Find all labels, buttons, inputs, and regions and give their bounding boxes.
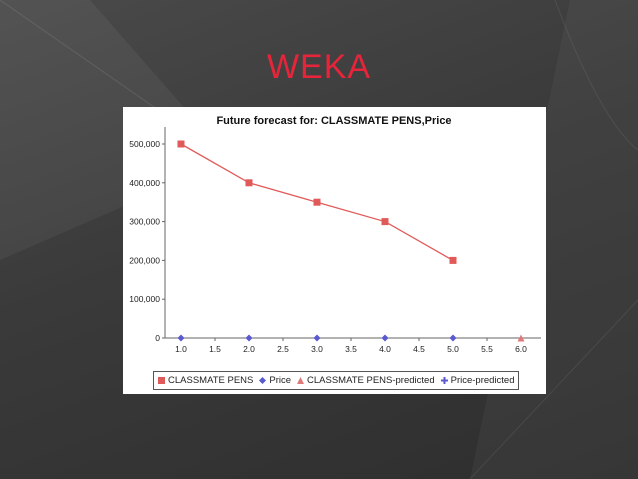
x-tick-label: 1.5 xyxy=(209,344,221,354)
x-tick-label: 4.5 xyxy=(413,344,425,354)
x-tick-label: 2.5 xyxy=(277,344,289,354)
data-point xyxy=(245,334,253,342)
cross-icon xyxy=(440,377,448,384)
plot-area: 0 100,000 200,000 300,000 400,000 500,000 1.0 1… xyxy=(129,127,541,354)
y-tick-label: 400,000 xyxy=(129,178,160,188)
diamond-icon xyxy=(259,377,267,384)
data-point xyxy=(313,334,321,342)
y-tick-label: 300,000 xyxy=(129,217,160,227)
legend-item: Price-predicted xyxy=(440,375,515,386)
forecast-chart: Future forecast for: CLASSMATE PENS,Pric… xyxy=(129,115,541,354)
x-tick-label: 5.0 xyxy=(447,344,459,354)
data-point xyxy=(313,198,321,206)
data-point xyxy=(381,218,389,226)
x-tick-label: 3.0 xyxy=(311,344,323,354)
data-point xyxy=(381,334,389,342)
legend-label: CLASSMATE PENS-predicted xyxy=(307,375,435,386)
legend-item: CLASSMATE PENS xyxy=(157,375,253,386)
legend-label: Price xyxy=(269,375,292,386)
data-point xyxy=(517,334,525,342)
data-point xyxy=(245,179,253,187)
x-tick-label: 1.0 xyxy=(175,344,187,354)
data-point xyxy=(449,256,457,264)
y-tick-label: 100,000 xyxy=(129,294,160,304)
x-tick-label: 3.5 xyxy=(345,344,357,354)
square-icon xyxy=(158,377,165,384)
chart-legend: CLASSMATE PENS Price CLASSMATE PENS-predic… xyxy=(153,371,519,390)
slide-title: WEKA xyxy=(266,48,372,86)
data-point xyxy=(449,334,457,342)
chart-panel: Future forecast for: CLASSMATE PENS,Pric… xyxy=(123,107,546,394)
legend-item: Price xyxy=(258,375,291,386)
legend-marker-icon xyxy=(297,377,305,384)
legend-marker-icon xyxy=(259,377,267,384)
y-tick-label: 500,000 xyxy=(129,139,160,149)
data-point xyxy=(177,334,185,342)
x-tick-label: 2.0 xyxy=(243,344,255,354)
triangle-icon xyxy=(297,377,305,384)
legend-item: CLASSMATE PENS-predicted xyxy=(296,375,435,386)
legend-label: Price-predicted xyxy=(450,375,515,386)
x-tick-label: 5.5 xyxy=(481,344,493,354)
legend-marker-icon xyxy=(158,377,165,384)
y-tick-label: 0 xyxy=(155,333,160,343)
data-point xyxy=(177,140,185,148)
y-tick-label: 200,000 xyxy=(129,255,160,265)
x-tick-label: 4.0 xyxy=(379,344,391,354)
legend-marker-icon xyxy=(440,377,448,384)
legend-label: CLASSMATE PENS xyxy=(168,375,254,386)
chart-title: Future forecast for: CLASSMATE PENS,Pric… xyxy=(216,115,451,127)
x-tick-label: 6.0 xyxy=(515,344,527,354)
